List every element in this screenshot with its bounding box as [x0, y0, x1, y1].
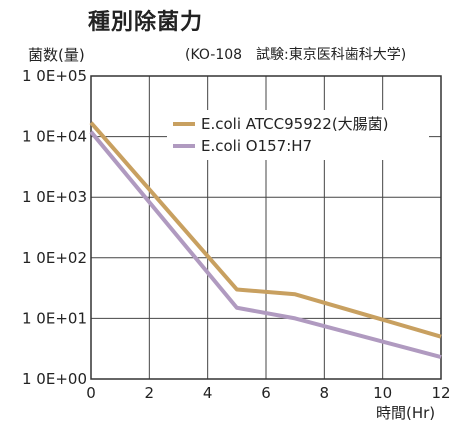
- legend-entry-1: E.coli ATCC95922(大腸菌): [201, 115, 389, 133]
- y-tick-label: 1 0E+04: [22, 128, 87, 146]
- y-tick-label: 1 0E+01: [22, 309, 87, 327]
- y-axis-label: 菌数(量): [28, 46, 85, 64]
- y-tick-label: 1 0E+02: [22, 249, 87, 267]
- y-tick-label: 1 0E+03: [22, 188, 87, 206]
- x-tick-label: 6: [261, 384, 271, 402]
- x-tick-label: 12: [431, 384, 450, 402]
- y-tick-label: 1 0E+00: [22, 370, 87, 388]
- legend-background: [167, 110, 429, 160]
- x-tick-label: 4: [203, 384, 213, 402]
- source-note: (KO-108 試験:東京医科歯科大学): [185, 47, 407, 63]
- x-axis-label: 時間(Hr): [376, 404, 436, 422]
- series-line-1: [89, 121, 442, 339]
- chart-title: 種別除菌力: [88, 10, 204, 35]
- x-tick-label: 2: [145, 384, 155, 402]
- series-line-2: [89, 130, 442, 360]
- y-tick-label: 1 0E+05: [22, 67, 87, 85]
- plot-frame: [90, 75, 442, 380]
- x-tick-label: 0: [86, 384, 96, 402]
- x-tick-label: 8: [320, 384, 330, 402]
- x-tick-label: 10: [373, 384, 392, 402]
- legend-entry-2: E.coli O157:H7: [201, 137, 312, 155]
